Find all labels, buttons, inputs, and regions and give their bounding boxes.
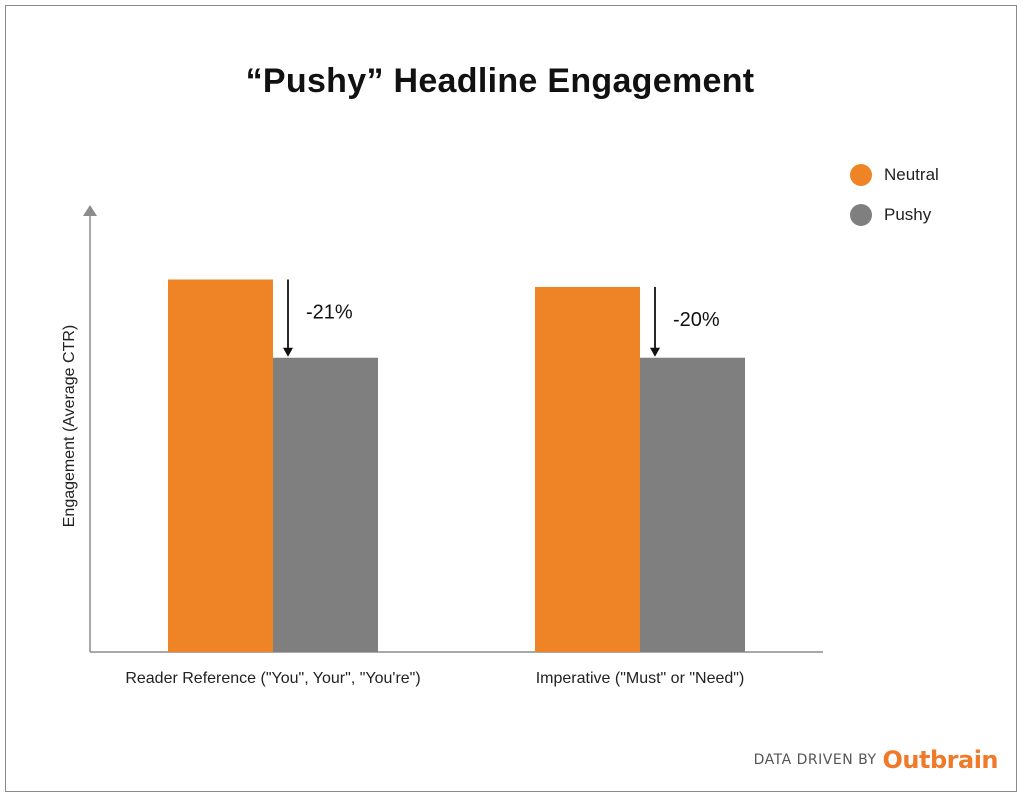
y-axis-arrowhead: [83, 205, 97, 216]
y-axis-label: Engagement (Average CTR): [61, 325, 78, 527]
footer-credit: DATA DRIVEN BY Outbrain: [753, 746, 999, 774]
annotations-layer: -21% -20%: [283, 279, 720, 357]
legend-label-pushy: Pushy: [884, 205, 932, 224]
legend-swatch-neutral: [850, 164, 872, 186]
change-label-1: -21%: [306, 302, 353, 324]
bar-neutral-2: [535, 286, 640, 652]
category-label-1: Reader Reference ("You", Your", "You're"…: [125, 670, 420, 687]
footer-text: DATA DRIVEN BY: [753, 752, 877, 768]
y-axis: [83, 205, 97, 652]
legend-label-neutral: Neutral: [884, 165, 939, 184]
bar-neutral-1: [168, 279, 273, 652]
legend: Neutral Pushy: [850, 162, 939, 242]
category-labels-layer: Reader Reference ("You", Your", "You're"…: [125, 670, 744, 687]
bar-pushy-2: [640, 357, 745, 652]
drop-arrow-head-1: [283, 347, 293, 357]
chart-title: “Pushy” Headline Engagement: [245, 62, 755, 100]
drop-arrow-head-2: [650, 347, 660, 357]
outbrain-logo: Outbrain: [882, 746, 999, 774]
chart-frame: [5, 5, 1017, 792]
change-label-2: -20%: [673, 309, 720, 331]
legend-swatch-pushy: [850, 204, 872, 226]
bar-pushy-1: [273, 357, 378, 652]
bars-layer: [168, 279, 745, 652]
brand-name: Outbrain: [882, 746, 999, 774]
legend-item-pushy: Pushy: [850, 202, 939, 228]
legend-item-neutral: Neutral: [850, 162, 939, 188]
category-label-2: Imperative ("Must" or "Need"): [536, 670, 745, 687]
